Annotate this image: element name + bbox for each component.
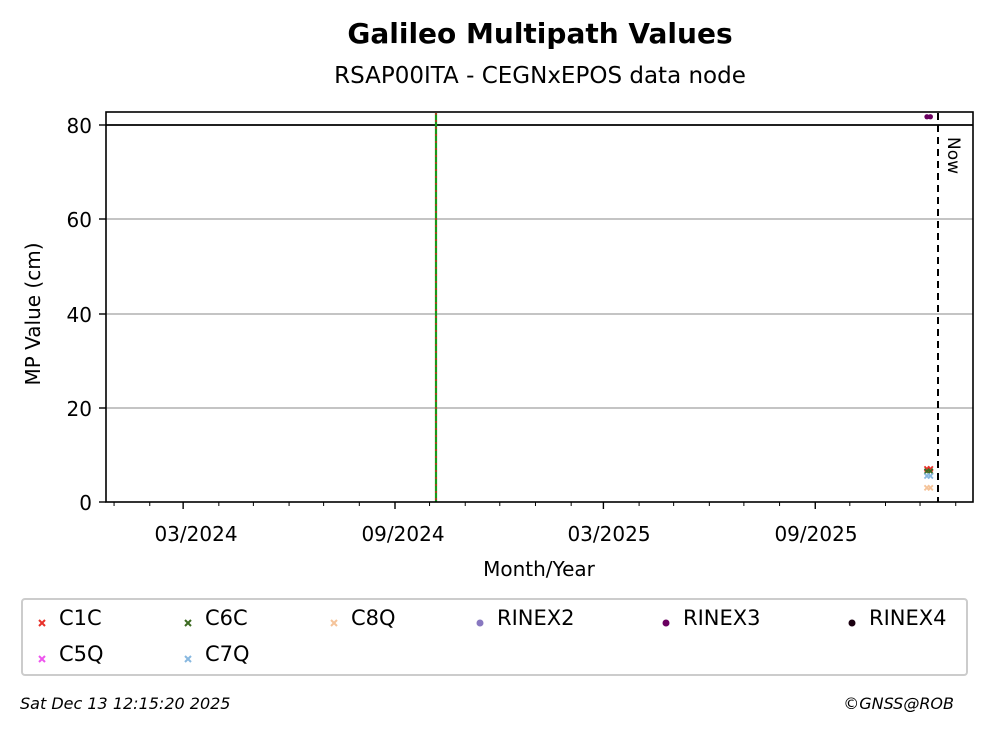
data-point (927, 472, 934, 480)
y-tick-label: 60 (67, 208, 92, 232)
legend-item-rinex2: RINEX2 (473, 606, 575, 630)
chart-figure: Galileo Multipath Values RSAP00ITA - CEG… (21, 17, 974, 581)
legend-label: C7Q (205, 642, 250, 666)
y-grid (106, 218, 973, 409)
y-axis-label: MP Value (cm) (21, 242, 45, 385)
legend-label: RINEX4 (869, 606, 947, 630)
chart-subtitle: RSAP00ITA - CEGNxEPOS data node (334, 63, 746, 89)
y-tick-label: 20 (67, 397, 92, 421)
legend-label: C5Q (59, 642, 104, 666)
data-point (927, 484, 934, 491)
dot-marker-icon (473, 611, 487, 627)
y-tick-label: 80 (67, 114, 92, 138)
copyright: ©GNSS@ROB (843, 694, 954, 713)
plot-area (105, 111, 974, 503)
y-tick-label: 0 (79, 491, 92, 515)
legend-item-c1c: C1C (35, 606, 102, 630)
now-label: Now (943, 137, 963, 174)
x-axis-label: Month/Year (483, 557, 596, 581)
legend-item-rinex4: RINEX4 (845, 606, 947, 630)
x-tick-label: 03/2025 (567, 522, 650, 546)
y-axis (99, 124, 106, 503)
legend-item-rinex3: RINEX3 (659, 606, 761, 630)
legend-item-c6c: C6C (181, 606, 248, 630)
y-tick-label: 40 (67, 303, 92, 327)
legend-label: RINEX3 (683, 606, 761, 630)
chart-title: Galileo Multipath Values (347, 17, 732, 50)
x-marker-icon (35, 647, 49, 663)
legend-label: RINEX2 (497, 606, 575, 630)
x-tick-label: 03/2024 (154, 522, 237, 546)
x-marker-icon (181, 611, 195, 627)
legend-item-c8q: C8Q (327, 606, 396, 630)
timestamp: Sat Dec 13 12:15:20 2025 (20, 694, 231, 713)
legend-item-c7q: C7Q (181, 642, 250, 666)
legend-label: C8Q (351, 606, 396, 630)
x-marker-icon (327, 611, 341, 627)
x-tick-label: 09/2025 (774, 522, 857, 546)
legend-item-c5q: C5Q (35, 642, 104, 666)
legend: C1C C6C C8Q RINEX2 RINEX3 RINEX4 C5Q C7Q (21, 598, 968, 676)
data-point (927, 468, 934, 475)
legend-label: C6C (205, 606, 248, 630)
x-tick-label: 09/2024 (361, 522, 444, 546)
dot-marker-icon (659, 611, 673, 627)
data-point (927, 114, 933, 120)
legend-label: C1C (59, 606, 102, 630)
x-marker-icon (181, 647, 195, 663)
data-marks (923, 114, 934, 491)
x-axis-ticks (113, 502, 957, 509)
x-marker-icon (35, 611, 49, 627)
dot-marker-icon (845, 611, 859, 627)
